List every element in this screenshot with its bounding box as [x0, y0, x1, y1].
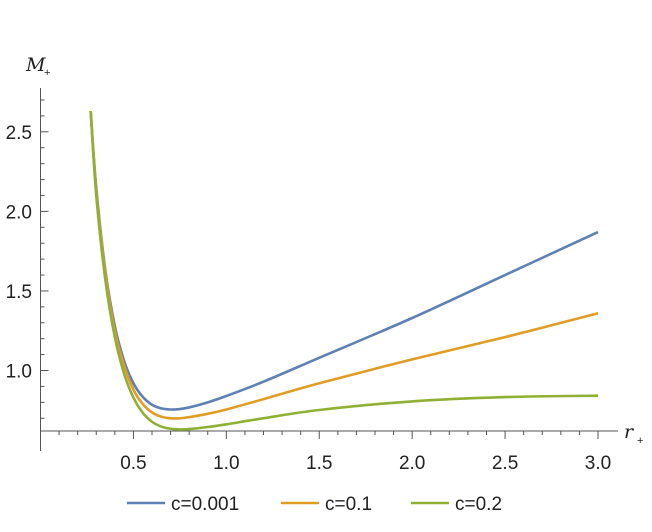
x-axis-label-subscript: +: [637, 435, 643, 447]
axes: [40, 88, 618, 451]
legend-item: c=0.001: [127, 494, 239, 515]
x-tick-label: 0.5: [120, 453, 146, 474]
x-tick-label: 1.0: [213, 453, 239, 474]
legend-item: c=0.2: [411, 494, 502, 515]
x-tick-label: 2.5: [492, 453, 518, 474]
legend-item: c=0.1: [281, 494, 372, 515]
series-layer: [89, 111, 599, 431]
y-tick-label: 1.0: [6, 362, 32, 383]
x-tick-label: 1.5: [306, 453, 332, 474]
y-tick-label: 2.5: [6, 123, 32, 144]
legend: c=0.001 c=0.1 c=0.2: [127, 494, 502, 515]
y-tick-label: 1.5: [6, 282, 32, 303]
x-tick-label: 3.0: [585, 453, 611, 474]
y-axis-label-subscript: +: [44, 67, 50, 79]
legend-label: c=0.001: [171, 494, 239, 515]
tick-labels: 0.5 1.0 1.5 2.0 2.5 3.0 1.0 1.5 2.0 2.5: [6, 123, 612, 474]
y-axis-title: M +: [25, 54, 50, 79]
x-axis-label: r: [624, 421, 635, 443]
x-tick-label: 2.0: [399, 453, 425, 474]
legend-label: c=0.1: [325, 494, 372, 515]
series-line-c-0-2: [89, 111, 599, 431]
y-tick-label: 2.0: [6, 202, 32, 223]
y-axis-label: M: [25, 54, 46, 76]
legend-label: c=0.2: [455, 494, 502, 515]
series-line-c-0-1: [89, 111, 599, 420]
x-axis-title: r +: [624, 421, 643, 447]
series-line-c-0-001: [89, 111, 599, 411]
